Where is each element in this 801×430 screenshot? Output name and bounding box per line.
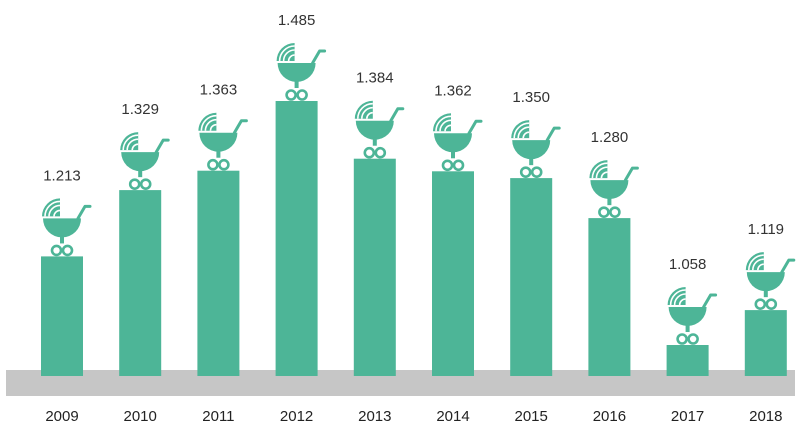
baby-carriage-icon [589, 160, 639, 218]
data-label-2015: 1.350 [512, 89, 550, 106]
data-label-2014: 1.362 [434, 82, 472, 99]
bar-2017 [666, 345, 709, 376]
data-label-2013: 1.384 [356, 70, 394, 87]
x-tick-label-2010: 2010 [124, 408, 157, 425]
x-tick-label-2014: 2014 [436, 408, 469, 425]
x-tick-label-2015: 2015 [515, 408, 548, 425]
data-label-2011: 1.363 [200, 82, 238, 99]
data-label-2012: 1.485 [278, 12, 316, 29]
x-tick-label-2016: 2016 [593, 408, 626, 425]
bar-2010 [119, 190, 162, 376]
x-tick-label-2018: 2018 [749, 408, 782, 425]
x-tick-label-2017: 2017 [671, 408, 704, 425]
bars-group: 1.213 1.329 1.363 1.485 1.384 1.362 1.350 1.280… [41, 12, 796, 376]
data-label-2009: 1.213 [43, 167, 81, 184]
data-label-2016: 1.280 [591, 129, 629, 146]
x-tick-label-2013: 2013 [358, 408, 391, 425]
baby-carriage-icon [42, 198, 92, 257]
x-tick-label-2012: 2012 [280, 408, 313, 425]
baby-carriage-icon [120, 132, 170, 190]
x-tick-label-2009: 2009 [45, 408, 78, 425]
baby-carriage-icon [511, 120, 561, 178]
bar-2016 [588, 218, 631, 376]
bar-2014 [432, 171, 474, 376]
baby-carriage-icon [745, 252, 796, 310]
baby-carriage-icon [276, 43, 327, 101]
bar-2012 [275, 101, 318, 376]
baby-carriage-icon [433, 113, 483, 172]
bar-2015 [510, 178, 553, 376]
data-label-2018: 1.119 [748, 221, 784, 238]
x-axis-tick-labels: 2009 2010 2011 2012 2013 2014 2015 2016 2017 2018 [45, 408, 782, 425]
x-tick-label-2011: 2011 [202, 408, 234, 425]
bar-2013 [353, 158, 396, 376]
bar-2009 [41, 256, 83, 376]
baby-carriage-icon [354, 100, 405, 159]
baby-carriage-icon [198, 112, 248, 171]
data-label-2017: 1.058 [669, 256, 707, 273]
bar-2011 [197, 170, 240, 376]
bar-2018 [744, 310, 787, 376]
baby-carriage-icon [667, 287, 718, 345]
data-label-2010: 1.329 [121, 101, 159, 118]
